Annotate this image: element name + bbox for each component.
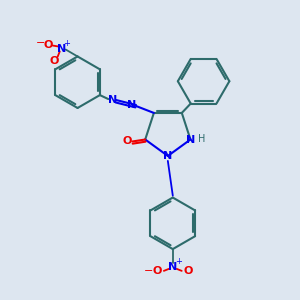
Text: O: O <box>123 136 132 146</box>
Text: N: N <box>163 151 172 161</box>
Text: −: − <box>36 38 46 48</box>
Text: N: N <box>128 100 137 110</box>
Text: N: N <box>186 134 195 145</box>
Text: N: N <box>57 44 66 53</box>
Text: O: O <box>184 266 193 276</box>
Text: −: − <box>144 266 154 276</box>
Text: N: N <box>108 95 117 105</box>
Text: H: H <box>198 134 205 143</box>
Text: O: O <box>43 40 52 50</box>
Text: O: O <box>152 266 162 276</box>
Text: O: O <box>49 56 58 66</box>
Text: N: N <box>168 262 177 272</box>
Text: +: + <box>175 257 182 266</box>
Text: +: + <box>63 39 70 48</box>
